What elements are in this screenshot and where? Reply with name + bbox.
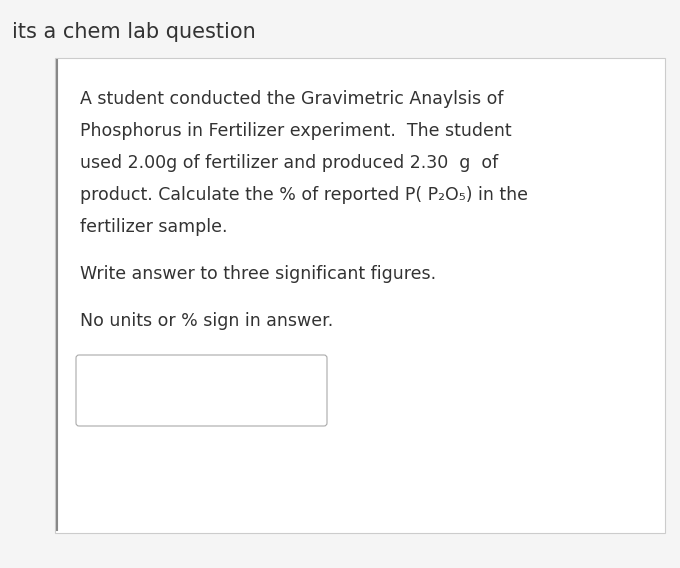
Text: product. Calculate the % of reported P( P₂O₅) in the: product. Calculate the % of reported P( …: [80, 186, 528, 204]
Text: fertilizer sample.: fertilizer sample.: [80, 218, 228, 236]
Text: No units or % sign in answer.: No units or % sign in answer.: [80, 312, 333, 330]
Bar: [55, 58, 665, 533]
Text: Write answer to three significant figures.: Write answer to three significant figure…: [80, 265, 436, 283]
Text: used 2.00g of fertilizer and produced 2.30  g  of: used 2.00g of fertilizer and produced 2.…: [80, 154, 498, 172]
Text: Phosphorus in Fertilizer experiment.  The student: Phosphorus in Fertilizer experiment. The…: [80, 122, 511, 140]
FancyBboxPatch shape: [76, 355, 327, 426]
Text: A student conducted the Gravimetric Anaylsis of: A student conducted the Gravimetric Anay…: [80, 90, 503, 108]
Text: its a chem lab question: its a chem lab question: [12, 22, 256, 42]
